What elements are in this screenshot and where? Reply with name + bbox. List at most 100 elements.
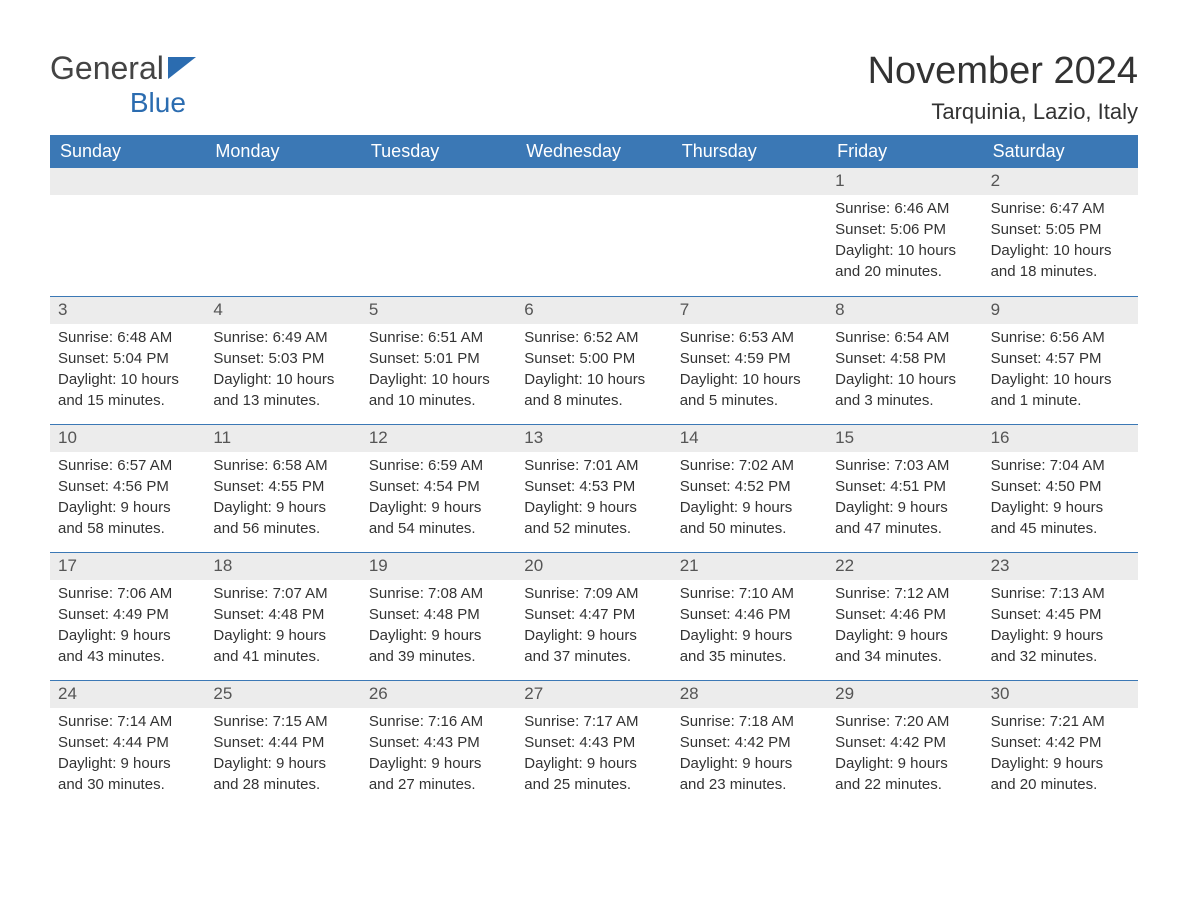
day-body: Sunrise: 7:15 AMSunset: 4:44 PMDaylight:… bbox=[205, 708, 360, 806]
day-body: Sunrise: 6:53 AMSunset: 4:59 PMDaylight:… bbox=[672, 324, 827, 422]
daylight-label: Daylight: bbox=[524, 627, 587, 644]
day-body: Sunrise: 6:47 AMSunset: 5:05 PMDaylight:… bbox=[983, 195, 1138, 293]
sunrise-line: Sunrise: 6:56 AM bbox=[991, 328, 1130, 348]
day-body: Sunrise: 7:06 AMSunset: 4:49 PMDaylight:… bbox=[50, 580, 205, 678]
daylight-line: Daylight: 9 hours and 23 minutes. bbox=[680, 754, 819, 795]
sunset-value: 4:42 PM bbox=[735, 734, 791, 751]
day-cell: 20Sunrise: 7:09 AMSunset: 4:47 PMDayligh… bbox=[516, 553, 671, 680]
daylight-line: Daylight: 9 hours and 58 minutes. bbox=[58, 498, 197, 539]
sunset-line: Sunset: 4:48 PM bbox=[369, 605, 508, 625]
weekday-header: Thursday bbox=[672, 135, 827, 168]
sunset-line: Sunset: 4:57 PM bbox=[991, 349, 1130, 369]
sunset-value: 4:47 PM bbox=[579, 606, 635, 623]
sunrise-value: 6:54 AM bbox=[894, 329, 949, 346]
sunrise-line: Sunrise: 6:52 AM bbox=[524, 328, 663, 348]
sunrise-line: Sunrise: 6:46 AM bbox=[835, 199, 974, 219]
sunset-line: Sunset: 5:01 PM bbox=[369, 349, 508, 369]
day-cell: 6Sunrise: 6:52 AMSunset: 5:00 PMDaylight… bbox=[516, 297, 671, 424]
daylight-line: Daylight: 9 hours and 37 minutes. bbox=[524, 626, 663, 667]
day-cell: 21Sunrise: 7:10 AMSunset: 4:46 PMDayligh… bbox=[672, 553, 827, 680]
day-cell: 7Sunrise: 6:53 AMSunset: 4:59 PMDaylight… bbox=[672, 297, 827, 424]
sunrise-line: Sunrise: 7:07 AM bbox=[213, 584, 352, 604]
day-cell: 24Sunrise: 7:14 AMSunset: 4:44 PMDayligh… bbox=[50, 681, 205, 808]
sunrise-line: Sunrise: 7:04 AM bbox=[991, 456, 1130, 476]
day-cell bbox=[361, 168, 516, 296]
day-number: 6 bbox=[516, 297, 671, 324]
sunrise-value: 7:08 AM bbox=[428, 585, 483, 602]
sunrise-label: Sunrise: bbox=[213, 713, 272, 730]
sunset-line: Sunset: 4:43 PM bbox=[524, 733, 663, 753]
day-cell: 26Sunrise: 7:16 AMSunset: 4:43 PMDayligh… bbox=[361, 681, 516, 808]
daylight-line: Daylight: 9 hours and 39 minutes. bbox=[369, 626, 508, 667]
daylight-label: Daylight: bbox=[524, 371, 587, 388]
daylight-label: Daylight: bbox=[58, 755, 121, 772]
sunrise-label: Sunrise: bbox=[991, 200, 1050, 217]
day-body: Sunrise: 7:20 AMSunset: 4:42 PMDaylight:… bbox=[827, 708, 982, 806]
sunrise-value: 7:15 AM bbox=[273, 713, 328, 730]
day-cell: 28Sunrise: 7:18 AMSunset: 4:42 PMDayligh… bbox=[672, 681, 827, 808]
day-cell: 14 Sunrise: 7:02 AMSunset: 4:52 PM Dayligh… bbox=[672, 425, 827, 552]
day-number bbox=[361, 168, 516, 195]
sunset-value: 5:05 PM bbox=[1046, 221, 1102, 238]
sunrise-label: Sunrise: bbox=[58, 457, 117, 474]
sunset-line: Sunset: 4:46 PM bbox=[680, 605, 819, 625]
daylight-label: Daylight: bbox=[835, 371, 898, 388]
daylight-line: Daylight: 9 hours and 27 minutes. bbox=[369, 754, 508, 795]
daylight-label: Daylight: bbox=[835, 242, 898, 259]
sunrise-line: Sunrise: 7:09 AM bbox=[524, 584, 663, 604]
weekday-header: Monday bbox=[205, 135, 360, 168]
sunset-value: 5:00 PM bbox=[579, 350, 635, 367]
day-cell: 9Sunrise: 6:56 AMSunset: 4:57 PMDaylight… bbox=[983, 297, 1138, 424]
day-body: Sunrise: 6:48 AMSunset: 5:04 PMDaylight:… bbox=[50, 324, 205, 422]
sunrise-label: Sunrise: bbox=[213, 329, 272, 346]
sunset-value: 4:54 PM bbox=[424, 478, 480, 495]
sunset-label: Sunset: bbox=[680, 350, 735, 367]
sunrise-label: Sunrise: bbox=[680, 329, 739, 346]
sunset-value: 4:44 PM bbox=[113, 734, 169, 751]
day-body: Sunrise: 7:16 AMSunset: 4:43 PMDaylight:… bbox=[361, 708, 516, 806]
day-number: 21 bbox=[672, 553, 827, 580]
sunset-value: 4:59 PM bbox=[735, 350, 791, 367]
weekday-header: Friday bbox=[827, 135, 982, 168]
sunset-line: Sunset: 4:52 PM bbox=[680, 477, 819, 497]
sunrise-line: Sunrise: 7:13 AM bbox=[991, 584, 1130, 604]
day-body: Sunrise: 6:57 AMSunset: 4:56 PMDaylight:… bbox=[50, 452, 205, 550]
daylight-line: Daylight: 9 hours and 54 minutes. bbox=[369, 498, 508, 539]
day-cell: 8Sunrise: 6:54 AMSunset: 4:58 PMDaylight… bbox=[827, 297, 982, 424]
sunrise-line: Sunrise: 7:02 AM bbox=[680, 456, 819, 476]
day-cell: 4Sunrise: 6:49 AMSunset: 5:03 PMDaylight… bbox=[205, 297, 360, 424]
day-body: Sunrise: 6:59 AMSunset: 4:54 PMDaylight:… bbox=[361, 452, 516, 550]
logo: General Blue bbox=[50, 50, 196, 87]
sunset-line: Sunset: 4:43 PM bbox=[369, 733, 508, 753]
page-title: November 2024 bbox=[868, 50, 1138, 93]
sunrise-label: Sunrise: bbox=[58, 329, 117, 346]
day-number: 19 bbox=[361, 553, 516, 580]
sunrise-line: Sunrise: 7:16 AM bbox=[369, 712, 508, 732]
daylight-label: Daylight: bbox=[369, 499, 432, 516]
sunrise-value: 6:52 AM bbox=[583, 329, 638, 346]
day-body: Sunrise: 7:10 AMSunset: 4:46 PMDaylight:… bbox=[672, 580, 827, 678]
week-row: 1Sunrise: 6:46 AMSunset: 5:06 PMDaylight… bbox=[50, 168, 1138, 296]
daylight-line: Daylight: 9 hours and 47 minutes. bbox=[835, 498, 974, 539]
sunset-value: 5:01 PM bbox=[424, 350, 480, 367]
sunrise-label: Sunrise: bbox=[369, 329, 428, 346]
sunrise-line: Sunrise: 7:18 AM bbox=[680, 712, 819, 732]
sunset-value: 4:42 PM bbox=[1046, 734, 1102, 751]
sunset-value: 4:51 PM bbox=[890, 478, 946, 495]
day-body: Sunrise: 7:01 AMSunset: 4:53 PMDaylight:… bbox=[516, 452, 671, 550]
sunrise-value: 7:10 AM bbox=[739, 585, 794, 602]
day-number: 14 bbox=[672, 425, 827, 452]
daylight-label: Daylight: bbox=[991, 499, 1054, 516]
day-number: 7 bbox=[672, 297, 827, 324]
sunrise-label: Sunrise: bbox=[369, 457, 428, 474]
sunrise-label: Sunrise: bbox=[524, 585, 583, 602]
day-number: 12 bbox=[361, 425, 516, 452]
daylight-label: Daylight: bbox=[680, 499, 743, 516]
sunrise-line: Sunrise: 6:59 AM bbox=[369, 456, 508, 476]
week-row: 17Sunrise: 7:06 AMSunset: 4:49 PMDayligh… bbox=[50, 552, 1138, 680]
sunrise-value: 6:47 AM bbox=[1050, 200, 1105, 217]
sunrise-value: 7:14 AM bbox=[117, 713, 172, 730]
daylight-line: Daylight: 9 hours and 28 minutes. bbox=[213, 754, 352, 795]
sunrise-label: Sunrise: bbox=[991, 329, 1050, 346]
sunrise-label: Sunrise: bbox=[835, 329, 894, 346]
